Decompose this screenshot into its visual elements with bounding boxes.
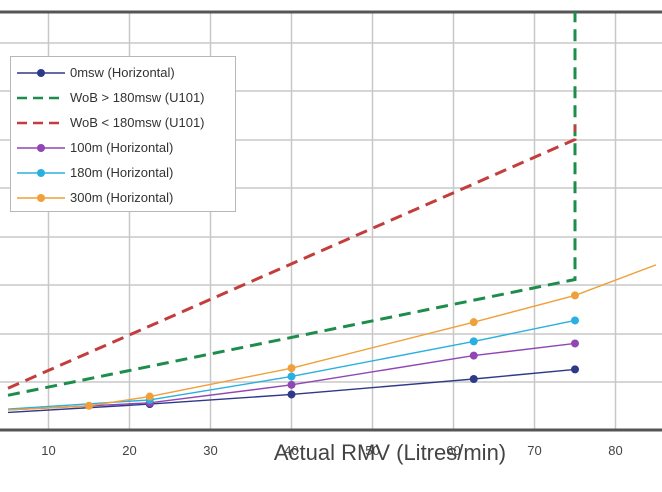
legend-swatch xyxy=(17,144,65,152)
legend-item: WoB > 180msw (U101) xyxy=(11,86,235,110)
legend-swatch xyxy=(17,194,65,202)
data-point xyxy=(469,318,478,327)
x-tick-label: 20 xyxy=(122,443,136,458)
x-tick-label: 70 xyxy=(527,443,541,458)
data-point xyxy=(287,390,296,399)
data-point xyxy=(469,351,478,360)
data-point xyxy=(287,364,296,373)
legend-item: WoB < 180msw (U101) xyxy=(11,111,235,135)
legend-label: 100m (Horizontal) xyxy=(70,140,174,155)
series-line xyxy=(7,124,577,390)
x-tick-label: 50 xyxy=(365,443,379,458)
legend-label: 180m (Horizontal) xyxy=(70,165,174,180)
legend-swatch xyxy=(17,121,65,125)
data-point xyxy=(469,375,478,384)
data-point xyxy=(287,372,296,381)
data-point xyxy=(85,401,93,410)
data-point xyxy=(571,365,579,374)
legend-label: WoB > 180msw (U101) xyxy=(70,90,205,105)
series-line xyxy=(7,264,657,411)
x-tick-label: 10 xyxy=(41,443,55,458)
data-point xyxy=(571,339,579,348)
series xyxy=(7,264,657,411)
x-tick-label: 40 xyxy=(284,443,298,458)
legend-swatch xyxy=(17,69,65,77)
legend-swatch xyxy=(17,169,65,177)
legend-label: 300m (Horizontal) xyxy=(70,190,174,205)
legend-swatch xyxy=(17,96,65,100)
series xyxy=(7,124,577,390)
data-point xyxy=(287,380,296,389)
x-tick-labels: 10 20 30 40 50 60 70 80 xyxy=(41,443,622,458)
legend-label: 0msw (Horizontal) xyxy=(70,65,175,80)
legend-item: 180m (Horizontal) xyxy=(11,161,235,185)
legend-item: 100m (Horizontal) xyxy=(11,136,235,160)
data-point xyxy=(469,337,478,346)
data-point xyxy=(571,291,579,300)
legend: 0msw (Horizontal) WoB > 180msw (U101) WoB … xyxy=(10,56,236,212)
data-point xyxy=(571,316,579,325)
legend-label: WoB < 180msw (U101) xyxy=(70,115,205,130)
legend-item: 300m (Horizontal) xyxy=(11,186,235,210)
series-lines xyxy=(7,12,657,414)
series xyxy=(7,12,577,397)
legend-item: 0msw (Horizontal) xyxy=(11,61,235,85)
x-tick-label: 30 xyxy=(203,443,217,458)
x-tick-label: 60 xyxy=(446,443,460,458)
series-line xyxy=(7,12,577,397)
x-axis-title: Actual RMV (Litres/min) xyxy=(274,440,506,465)
x-tick-label: 80 xyxy=(608,443,622,458)
data-point xyxy=(145,392,154,401)
